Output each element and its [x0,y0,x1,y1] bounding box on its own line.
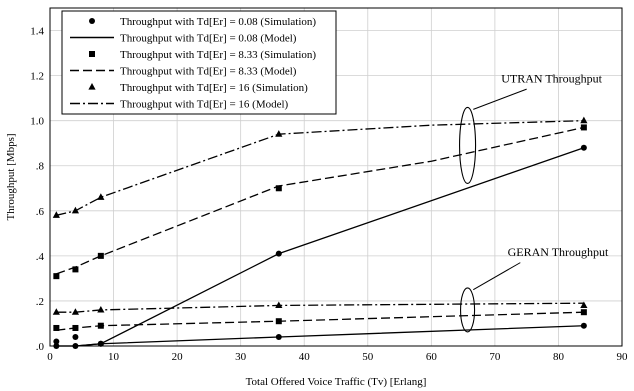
legend-marker [88,83,96,90]
geran-point-0 [72,343,79,349]
geran-point-2 [97,305,105,313]
data-point-4 [97,193,105,200]
utran-curve-1 [56,126,585,275]
data-point-2 [580,124,587,131]
y-tick-label: .6 [36,206,45,218]
series-line-5 [56,302,584,313]
legend-label: Throughput with Td[Er] = 16 (Model) [120,99,289,111]
annotation-ellipses [459,88,527,333]
x-tick-label: 30 [235,351,247,363]
y-tick-label: .4 [36,251,45,263]
x-tick-label: 20 [172,351,184,363]
y-axis-label: Throughput [Mbps] [5,133,17,220]
x-tick-label: 60 [426,351,438,363]
geran-leader [473,262,521,291]
geran-point-1 [97,322,104,329]
y-tick-label: .0 [36,341,45,353]
tick-labels: 0 10 20 30 40 50 60 70 80 90 .0 .2 .4 .6 .8 1.0 1.2 1.4 [30,26,628,363]
data-point-4 [52,211,60,218]
utran-ellipse [459,106,477,185]
geran-point-0 [275,333,282,340]
data-point-2 [72,266,79,273]
legend-marker [89,18,95,24]
x-tick-label: 10 [108,351,120,363]
x-tick-label: 50 [362,351,374,363]
x-tick-label: 0 [47,351,53,363]
y-tick-label: .2 [36,296,44,308]
plot-frame [49,7,623,347]
geran-annotation: GERAN Throughput [508,245,609,259]
data-point-0 [53,338,60,345]
y-tick-label: 1.2 [30,71,44,83]
series-line-3 [56,311,584,331]
utran-curve-2 [56,120,584,216]
geran-point-2 [275,301,283,309]
data-point-4 [71,206,80,214]
x-tick-label: 80 [553,351,565,363]
geran-point-0 [97,340,104,347]
legend-marker [89,51,95,57]
series-line-1 [56,325,584,347]
y-tick-label: .8 [36,161,45,173]
legend: Throughput with Td[Er] = 0.08 (Simulatio… [61,10,337,115]
utran-leader [473,88,527,110]
legend-label: Throughput with Td[Er] = 8.33 (Simulatio… [120,49,316,61]
legend-label: Throughput with Td[Er] = 16 (Simulation) [120,82,308,94]
legend-label: Throughput with Td[Er] = 0.08 (Simulatio… [120,16,316,28]
data-point-0 [275,250,282,257]
data-point-2 [53,273,60,280]
geran-point-1 [72,324,79,331]
legend-box [61,10,337,115]
data-point-2 [97,252,104,259]
legend-label: Throughput with Td[Er] = 8.33 (Model) [120,66,297,78]
geran-point-2 [52,308,60,315]
legend-label: Throughput with Td[Er] = 0.08 (Model) [120,33,297,45]
geran-point-2 [580,301,588,309]
y-tick-label: 1.4 [30,26,44,38]
geran-ellipse [460,287,476,333]
geran-point-1 [53,324,60,331]
geran-point-1 [580,309,587,316]
data-point-4 [275,130,283,137]
data-point-0 [72,333,79,340]
x-tick-label: 90 [617,351,629,363]
x-tick-label: 40 [299,351,311,363]
utran-curve-0 [56,147,585,347]
y-tick-label: 1.0 [30,116,44,128]
geran-point-1 [275,318,282,325]
geran-point-0 [580,322,587,329]
data-point-4 [580,116,588,124]
data-point-2 [275,185,282,192]
x-tick-label: 70 [489,351,501,363]
data-point-0 [580,144,587,151]
x-axis-label: Total Offered Voice Traffic (Tv) [Erlang… [246,376,427,388]
series-layer [52,116,588,349]
utran-annotation: UTRAN Throughput [501,71,602,85]
geran-point-0 [53,343,60,349]
geran-point-2 [71,308,80,315]
